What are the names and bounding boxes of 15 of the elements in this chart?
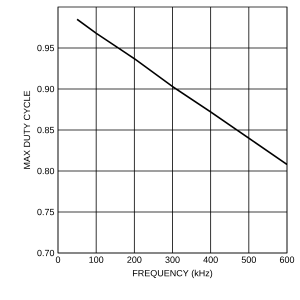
y-tick-label: 0.90 bbox=[37, 86, 54, 92]
y-tick-label: 0.75 bbox=[37, 208, 54, 216]
x-tick-label: 400 bbox=[203, 256, 218, 263]
y-tick-label: 0.70 bbox=[37, 250, 54, 256]
y-tick-label: 0.85 bbox=[37, 126, 54, 134]
x-tick-label: 300 bbox=[165, 256, 180, 263]
y-axis-title: MAX DUTY CYCLE bbox=[24, 90, 30, 169]
x-axis-title: FREQUENCY (kHz) bbox=[132, 270, 212, 278]
y-tick-label: 0.95 bbox=[37, 44, 54, 52]
x-tick-label: 500 bbox=[242, 256, 256, 263]
x-tick-label: 200 bbox=[127, 256, 142, 263]
y-tick-label: 0.80 bbox=[37, 168, 54, 174]
x-tick-label: 0 bbox=[56, 256, 60, 263]
x-tick-label: 100 bbox=[89, 256, 104, 263]
x-tick-label: 600 bbox=[280, 256, 294, 263]
